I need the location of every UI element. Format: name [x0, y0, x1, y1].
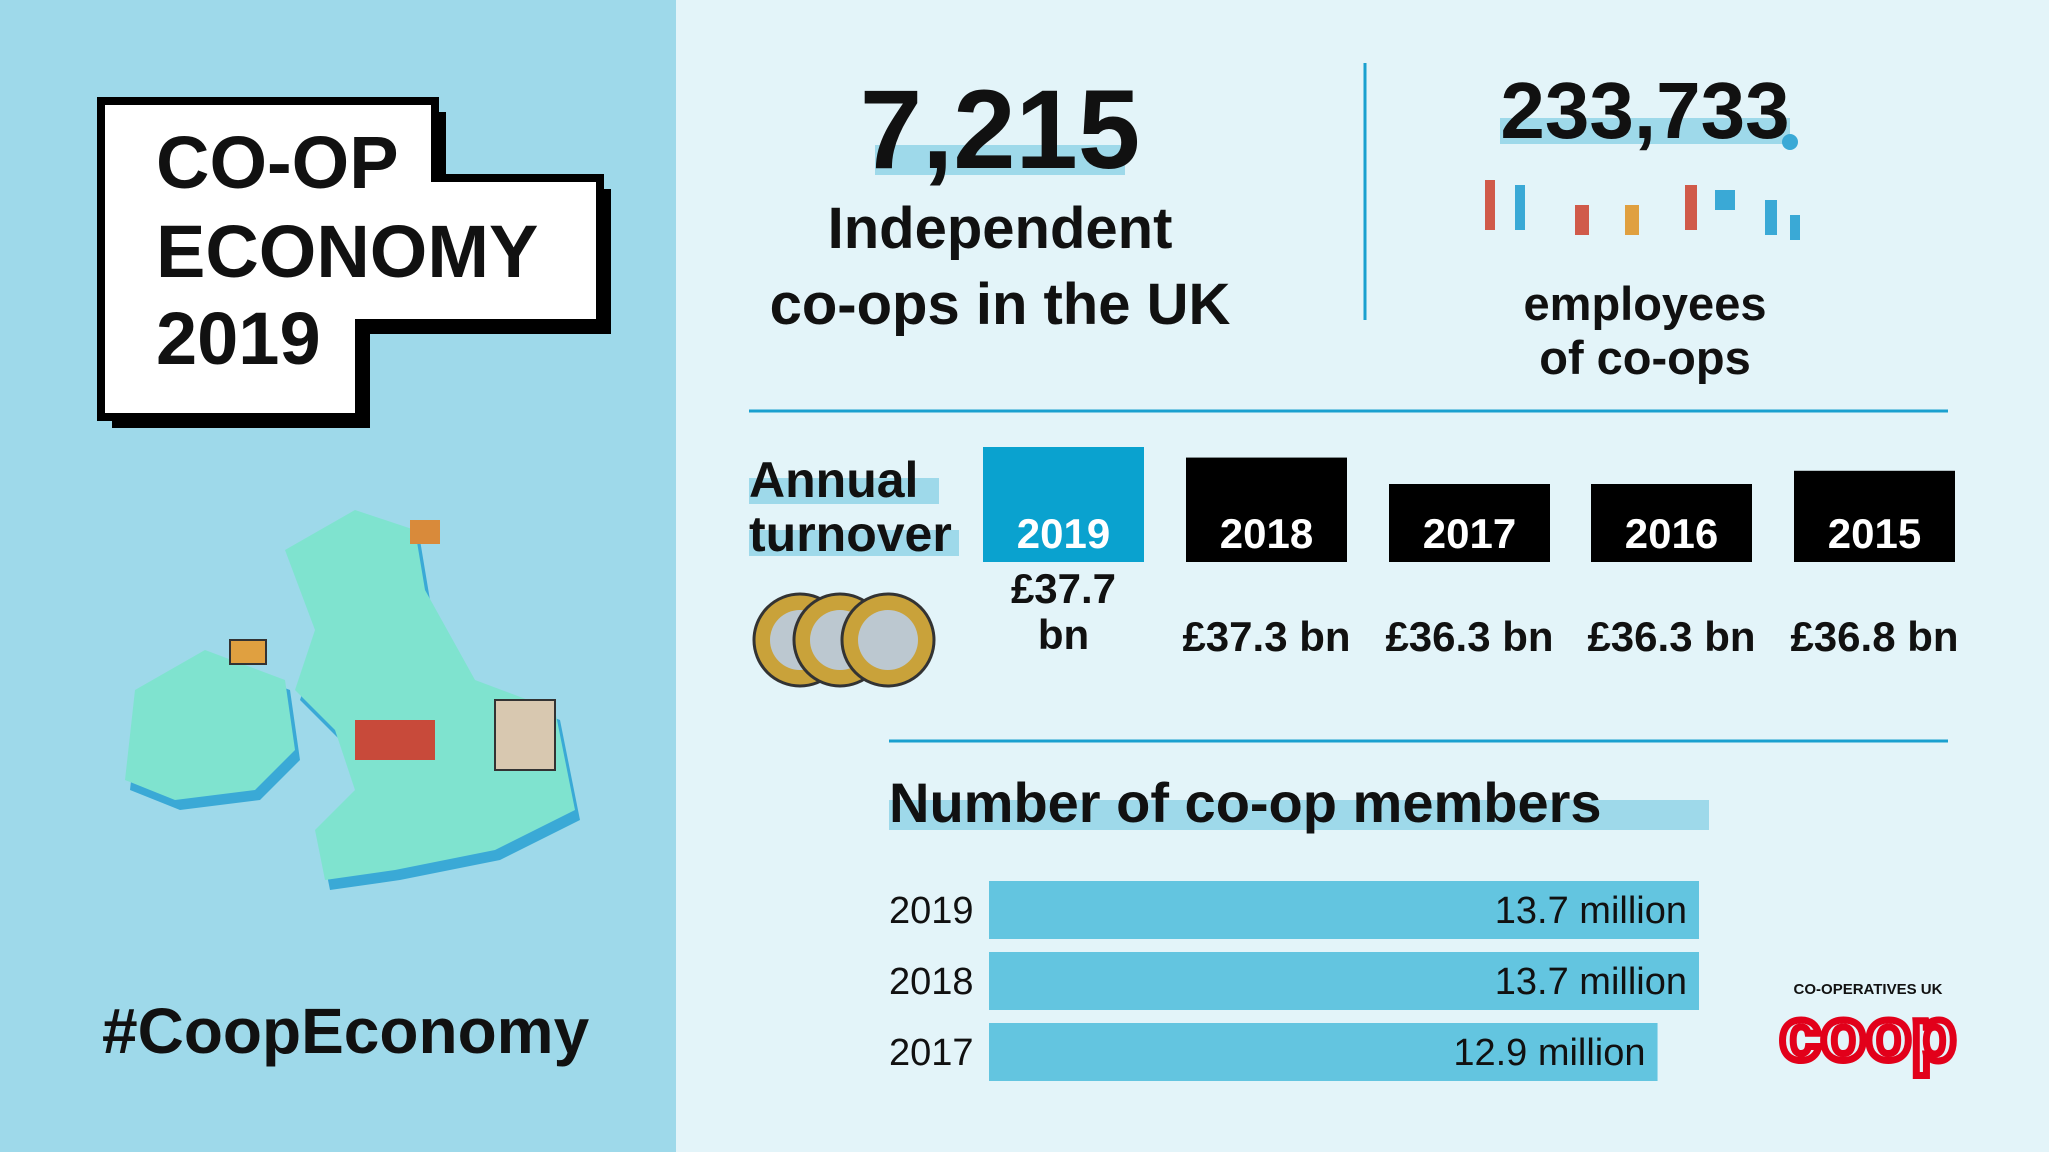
title-line: CO-OP — [156, 121, 399, 204]
turnover-year: 2015 — [1828, 510, 1921, 557]
section-title: Annual — [749, 452, 918, 508]
member-value: 12.9 million — [1453, 1032, 1645, 1074]
turnover-value: £36.8 bn — [1790, 613, 1959, 660]
turnover-bar — [983, 447, 1144, 562]
stat-text: employees — [1524, 277, 1767, 330]
stat-value: 233,733 — [1500, 66, 1789, 155]
logo-mark: coop — [1780, 993, 1957, 1076]
turnover-bar — [1794, 470, 1955, 562]
title-line: 2019 — [156, 297, 321, 380]
turnover-value: £37.3 bn — [1182, 613, 1351, 660]
turnover-year: 2018 — [1220, 510, 1313, 557]
turnover-bar — [1186, 457, 1347, 562]
highlight — [749, 478, 939, 504]
stat-text: Independent — [828, 196, 1173, 261]
highlight — [875, 145, 1125, 175]
turnover-year: 2017 — [1423, 510, 1516, 557]
stat-text: co-ops in the UK — [770, 272, 1231, 337]
member-value: 13.7 million — [1495, 890, 1687, 932]
turnover-value: £37.7 bn — [1010, 565, 1117, 659]
stat-text: of co-ops — [1539, 331, 1750, 384]
coins — [752, 592, 936, 688]
section-title: turnover — [749, 506, 952, 562]
turnover-value: £36.3 bn — [1385, 613, 1554, 660]
turnover-year: 2019 — [1017, 510, 1110, 557]
stat-value: 7,215 — [860, 67, 1140, 192]
people-illustration — [1485, 134, 1800, 240]
turnover-year: 2016 — [1625, 510, 1718, 557]
logo-org: CO-OPERATIVES UK — [1794, 981, 1943, 998]
turnover-value: £36.3 bn — [1587, 613, 1756, 660]
highlight — [749, 530, 959, 556]
member-year: 2018 — [889, 961, 974, 1003]
member-bar — [989, 952, 1699, 1010]
member-value: 13.7 million — [1495, 961, 1687, 1003]
badge — [97, 97, 604, 421]
turnover-bar — [1389, 484, 1550, 562]
section-title: Number of co-op members — [889, 771, 1602, 834]
member-year: 2017 — [889, 1032, 974, 1074]
member-bar — [989, 1023, 1658, 1081]
member-year: 2019 — [889, 890, 974, 932]
turnover-bar — [1591, 484, 1752, 562]
map-illustration — [125, 510, 580, 890]
hashtag: #CoopEconomy — [102, 995, 590, 1067]
member-bar — [989, 881, 1699, 939]
title-line: ECONOMY — [156, 210, 538, 293]
highlight — [889, 800, 1709, 830]
highlight — [1500, 118, 1790, 144]
